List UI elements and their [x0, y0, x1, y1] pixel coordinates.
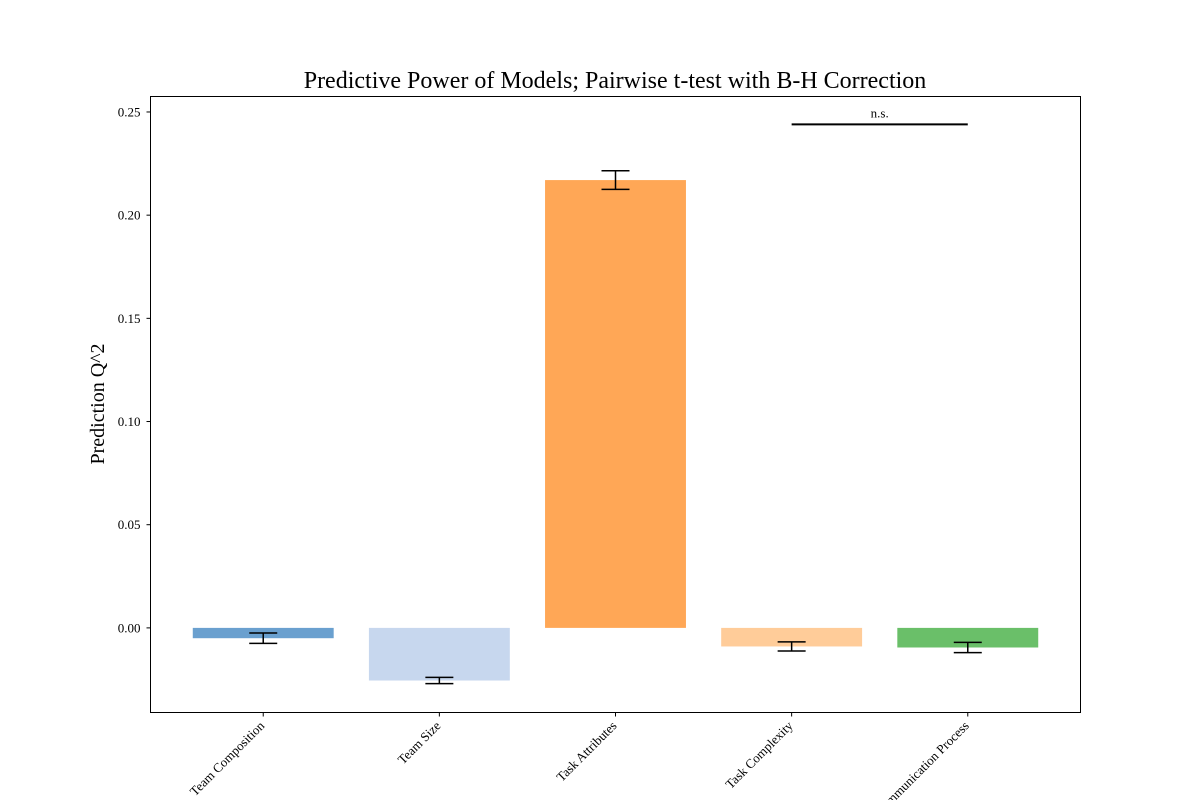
x-axis: Team Composition Team Size Task Attributes… [187, 712, 972, 800]
bars-layer [192, 180, 1039, 681]
y-tick-label: 0.25 [118, 104, 141, 119]
error-bar [601, 170, 630, 191]
y-axis-label: Prediction Q^2 [87, 343, 109, 464]
y-axis: 0.00 0.05 0.10 0.15 0.20 0.25 [118, 104, 151, 635]
y-tick-label: 0.10 [118, 414, 141, 429]
x-tick-label: Team Composition [187, 718, 268, 799]
x-tick-label: Team Size [394, 718, 443, 767]
bar [721, 627, 863, 647]
chart-title: Predictive Power of Models; Pairwise t-t… [304, 68, 927, 94]
x-tick-label: Task Attributes [553, 718, 619, 784]
error-bars-layer [249, 170, 982, 685]
x-tick-label: Task Complexity [722, 718, 796, 792]
error-bar [953, 641, 982, 654]
y-tick-label: 0.05 [118, 517, 141, 532]
error-bar [249, 632, 278, 645]
significance-label: n.s. [871, 105, 889, 120]
y-tick-label: 0.00 [118, 620, 141, 635]
y-tick-label: 0.20 [118, 208, 141, 223]
bar [368, 627, 510, 681]
bar [545, 180, 686, 628]
bar [897, 627, 1039, 648]
error-bar [777, 641, 806, 652]
x-tick-label: Communication Process [872, 718, 972, 800]
y-tick-label: 0.15 [118, 311, 141, 326]
significance-annotations: n.s. [791, 105, 968, 126]
error-bar [425, 676, 454, 685]
